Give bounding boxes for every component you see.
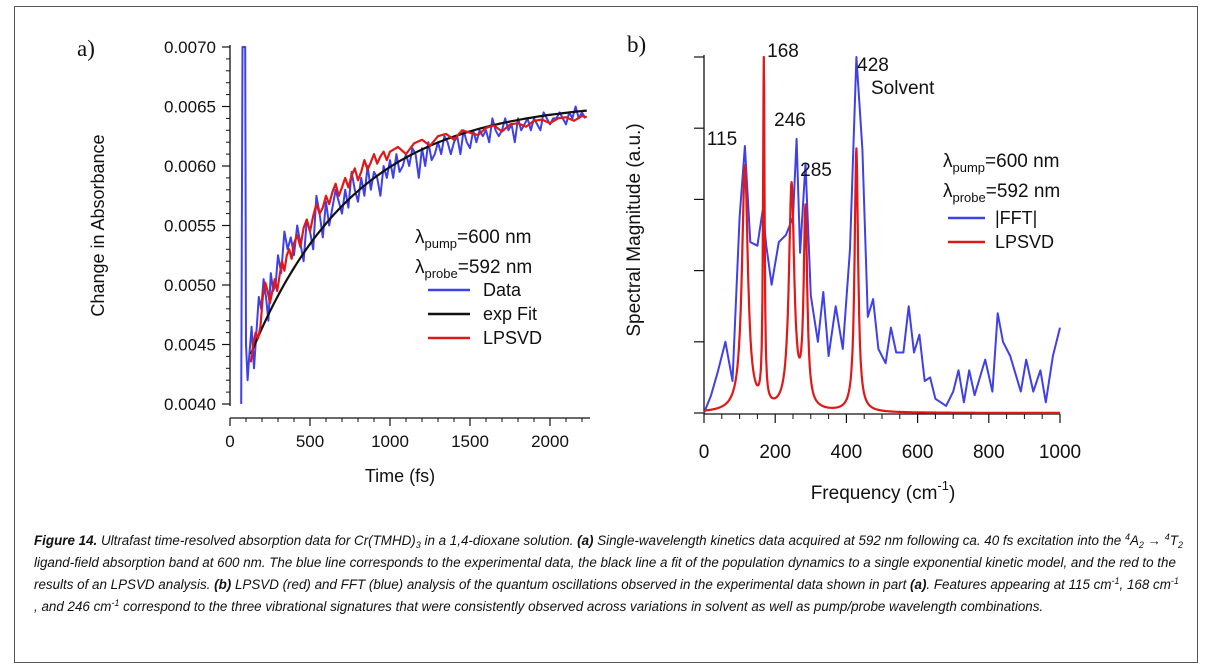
caption-segment: . Features appearing at 115 cm (926, 577, 1112, 592)
panel-b-pump-wavelength-symbol: λ (943, 151, 953, 172)
caption-segment: in a 1,4-dioxane solution. (420, 533, 578, 548)
panel-b-x-axis-label-text: Frequency (cm (811, 483, 938, 504)
panel-a-y-tick-label: 0.0065 (164, 98, 216, 117)
exp-fit-line (249, 109, 587, 355)
figure-charts: a) 0.0040 0.0045 0.0050 0.0055 0.0060 0.0065 0.… (77, 32, 1081, 504)
panel-b-x-tick-label: 0 (699, 442, 710, 463)
caption-segment: (a) (577, 533, 594, 548)
caption-segment: 2 (1177, 540, 1183, 550)
fft-series-line (703, 56, 1061, 414)
panel-a-probe-wavelength-subscript: probe (425, 266, 458, 281)
panel-a-x-axis-label: Time (fs) (365, 466, 435, 486)
legend-fft-label: |FFT| (995, 208, 1037, 228)
panel-b-x-tick-label: 200 (759, 442, 791, 463)
panel-a-y-tick-label: 0.0060 (164, 157, 216, 176)
peak-label-115: 115 (707, 129, 737, 150)
legend-lpsvd-b-label: LPSVD (995, 232, 1054, 252)
panel-a-y-tick-label: 0.0045 (164, 336, 216, 355)
caption-segment: , and 246 cm (34, 599, 112, 614)
caption-segment: , 168 cm (1119, 577, 1171, 592)
panel-b-pump-wavelength-value: =600 nm (985, 151, 1059, 172)
peak-label-428: 428 (857, 55, 889, 76)
peak-label-285: 285 (800, 160, 832, 181)
figure-caption: Figure 14. Ultrafast time-resolved absor… (34, 530, 1184, 618)
caption-segment: ligand-field absorption band at 600 nm. … (34, 555, 1176, 592)
legend-lpsvd-label: LPSVD (483, 328, 542, 348)
caption-segment: LPSVD (red) and FFT (blue) analysis of t… (231, 577, 911, 592)
caption-label: Figure 14. (34, 533, 98, 548)
panel-a-probe-wavelength-symbol: λ (415, 257, 425, 278)
lpsvd-series-line (249, 114, 588, 363)
caption-body: Ultrafast time-resolved absorption data … (34, 532, 1183, 615)
caption-segment: (b) (214, 577, 232, 592)
panel-b-label: b) (627, 32, 646, 57)
caption-segment: T (1169, 533, 1178, 548)
caption-segment: -1 (111, 598, 120, 608)
panel-a-x-tick-label: 0 (225, 432, 234, 451)
caption-segment: 4 (1164, 532, 1170, 542)
caption-segment: 3 (415, 540, 421, 550)
panel-b-y-axis-label: Spectral Magnitude (a.u.) (624, 123, 645, 336)
panel-b-x-tick-label: 400 (831, 442, 863, 463)
panel-b-probe-wavelength-value: =592 nm (986, 181, 1060, 202)
panel-b-x-tick-label: 800 (973, 442, 1005, 463)
panel-a-pump-wavelength-symbol: λ (415, 227, 425, 248)
caption-segment: 2 (1138, 540, 1144, 550)
caption-segment: Single-wavelength kinetics data acquired… (593, 533, 1125, 548)
peak-label-246: 246 (774, 110, 806, 131)
panel-a-y-tick-label: 0.0050 (164, 276, 216, 295)
caption-segment: (a) (910, 577, 927, 592)
caption-segment: A (1129, 533, 1139, 548)
panel-a-y-tick-label: 0.0040 (164, 395, 216, 414)
panel-a-label: a) (77, 36, 95, 61)
caption-segment: 4 (1124, 532, 1130, 542)
panel-a-pump-wavelength-subscript: pump (425, 236, 458, 251)
panel-b-x-axis-label-tail: ) (949, 483, 955, 504)
panel-a-probe-wavelength: λprobe=592 nm (415, 257, 532, 281)
panel-b-probe-wavelength-symbol: λ (943, 181, 953, 202)
panel-a-x-tick-label: 2000 (531, 432, 569, 451)
panel-a-x-tick-label: 1500 (451, 432, 489, 451)
peak-label-168: 168 (767, 41, 799, 62)
panel-a-y-axis-label: Change in Absorbance (88, 134, 108, 316)
panel-b-probe-wavelength-subscript: probe (953, 190, 986, 205)
panel-a-probe-wavelength-value: =592 nm (458, 257, 532, 278)
panel-b-x-tick-label: 1000 (1039, 442, 1081, 463)
legend-exp-fit-label: exp Fit (483, 304, 537, 324)
figure-frame (14, 6, 1198, 663)
caption-segment: -1 (1170, 576, 1179, 586)
caption-segment: correspond to the three vibrational sign… (119, 599, 1044, 614)
peak-label-solvent: Solvent (871, 78, 935, 99)
lpsvd-spectrum-line (703, 55, 1061, 414)
panel-a-pump-wavelength: λpump=600 nm (415, 227, 532, 251)
panel-b-pump-wavelength: λpump=600 nm (943, 151, 1060, 175)
panel-a-x-tick-label: 1000 (371, 432, 409, 451)
panel-b-probe-wavelength: λprobe=592 nm (943, 181, 1060, 205)
panel-a-plot-area (240, 46, 588, 404)
panel-a-y-tick-label: 0.0055 (164, 217, 216, 236)
panel-b-x-axis-label-sup: -1 (937, 478, 949, 493)
panel-a-pump-wavelength-value: =600 nm (457, 227, 531, 248)
panel-a-y-tick-label: 0.0070 (164, 38, 216, 57)
panel-a-x-tick-label: 500 (296, 432, 324, 451)
caption-segment: Ultrafast time-resolved absorption data … (97, 533, 416, 548)
panel-b-pump-wavelength-subscript: pump (953, 160, 986, 175)
panel-b-x-tick-label: 600 (902, 442, 934, 463)
legend-data-label: Data (483, 280, 522, 300)
caption-segment: -1 (1111, 576, 1120, 586)
panel-b-x-axis-label: Frequency (cm-1) (811, 478, 956, 504)
caption-segment: → (1143, 533, 1165, 548)
data-series-line (240, 46, 587, 404)
